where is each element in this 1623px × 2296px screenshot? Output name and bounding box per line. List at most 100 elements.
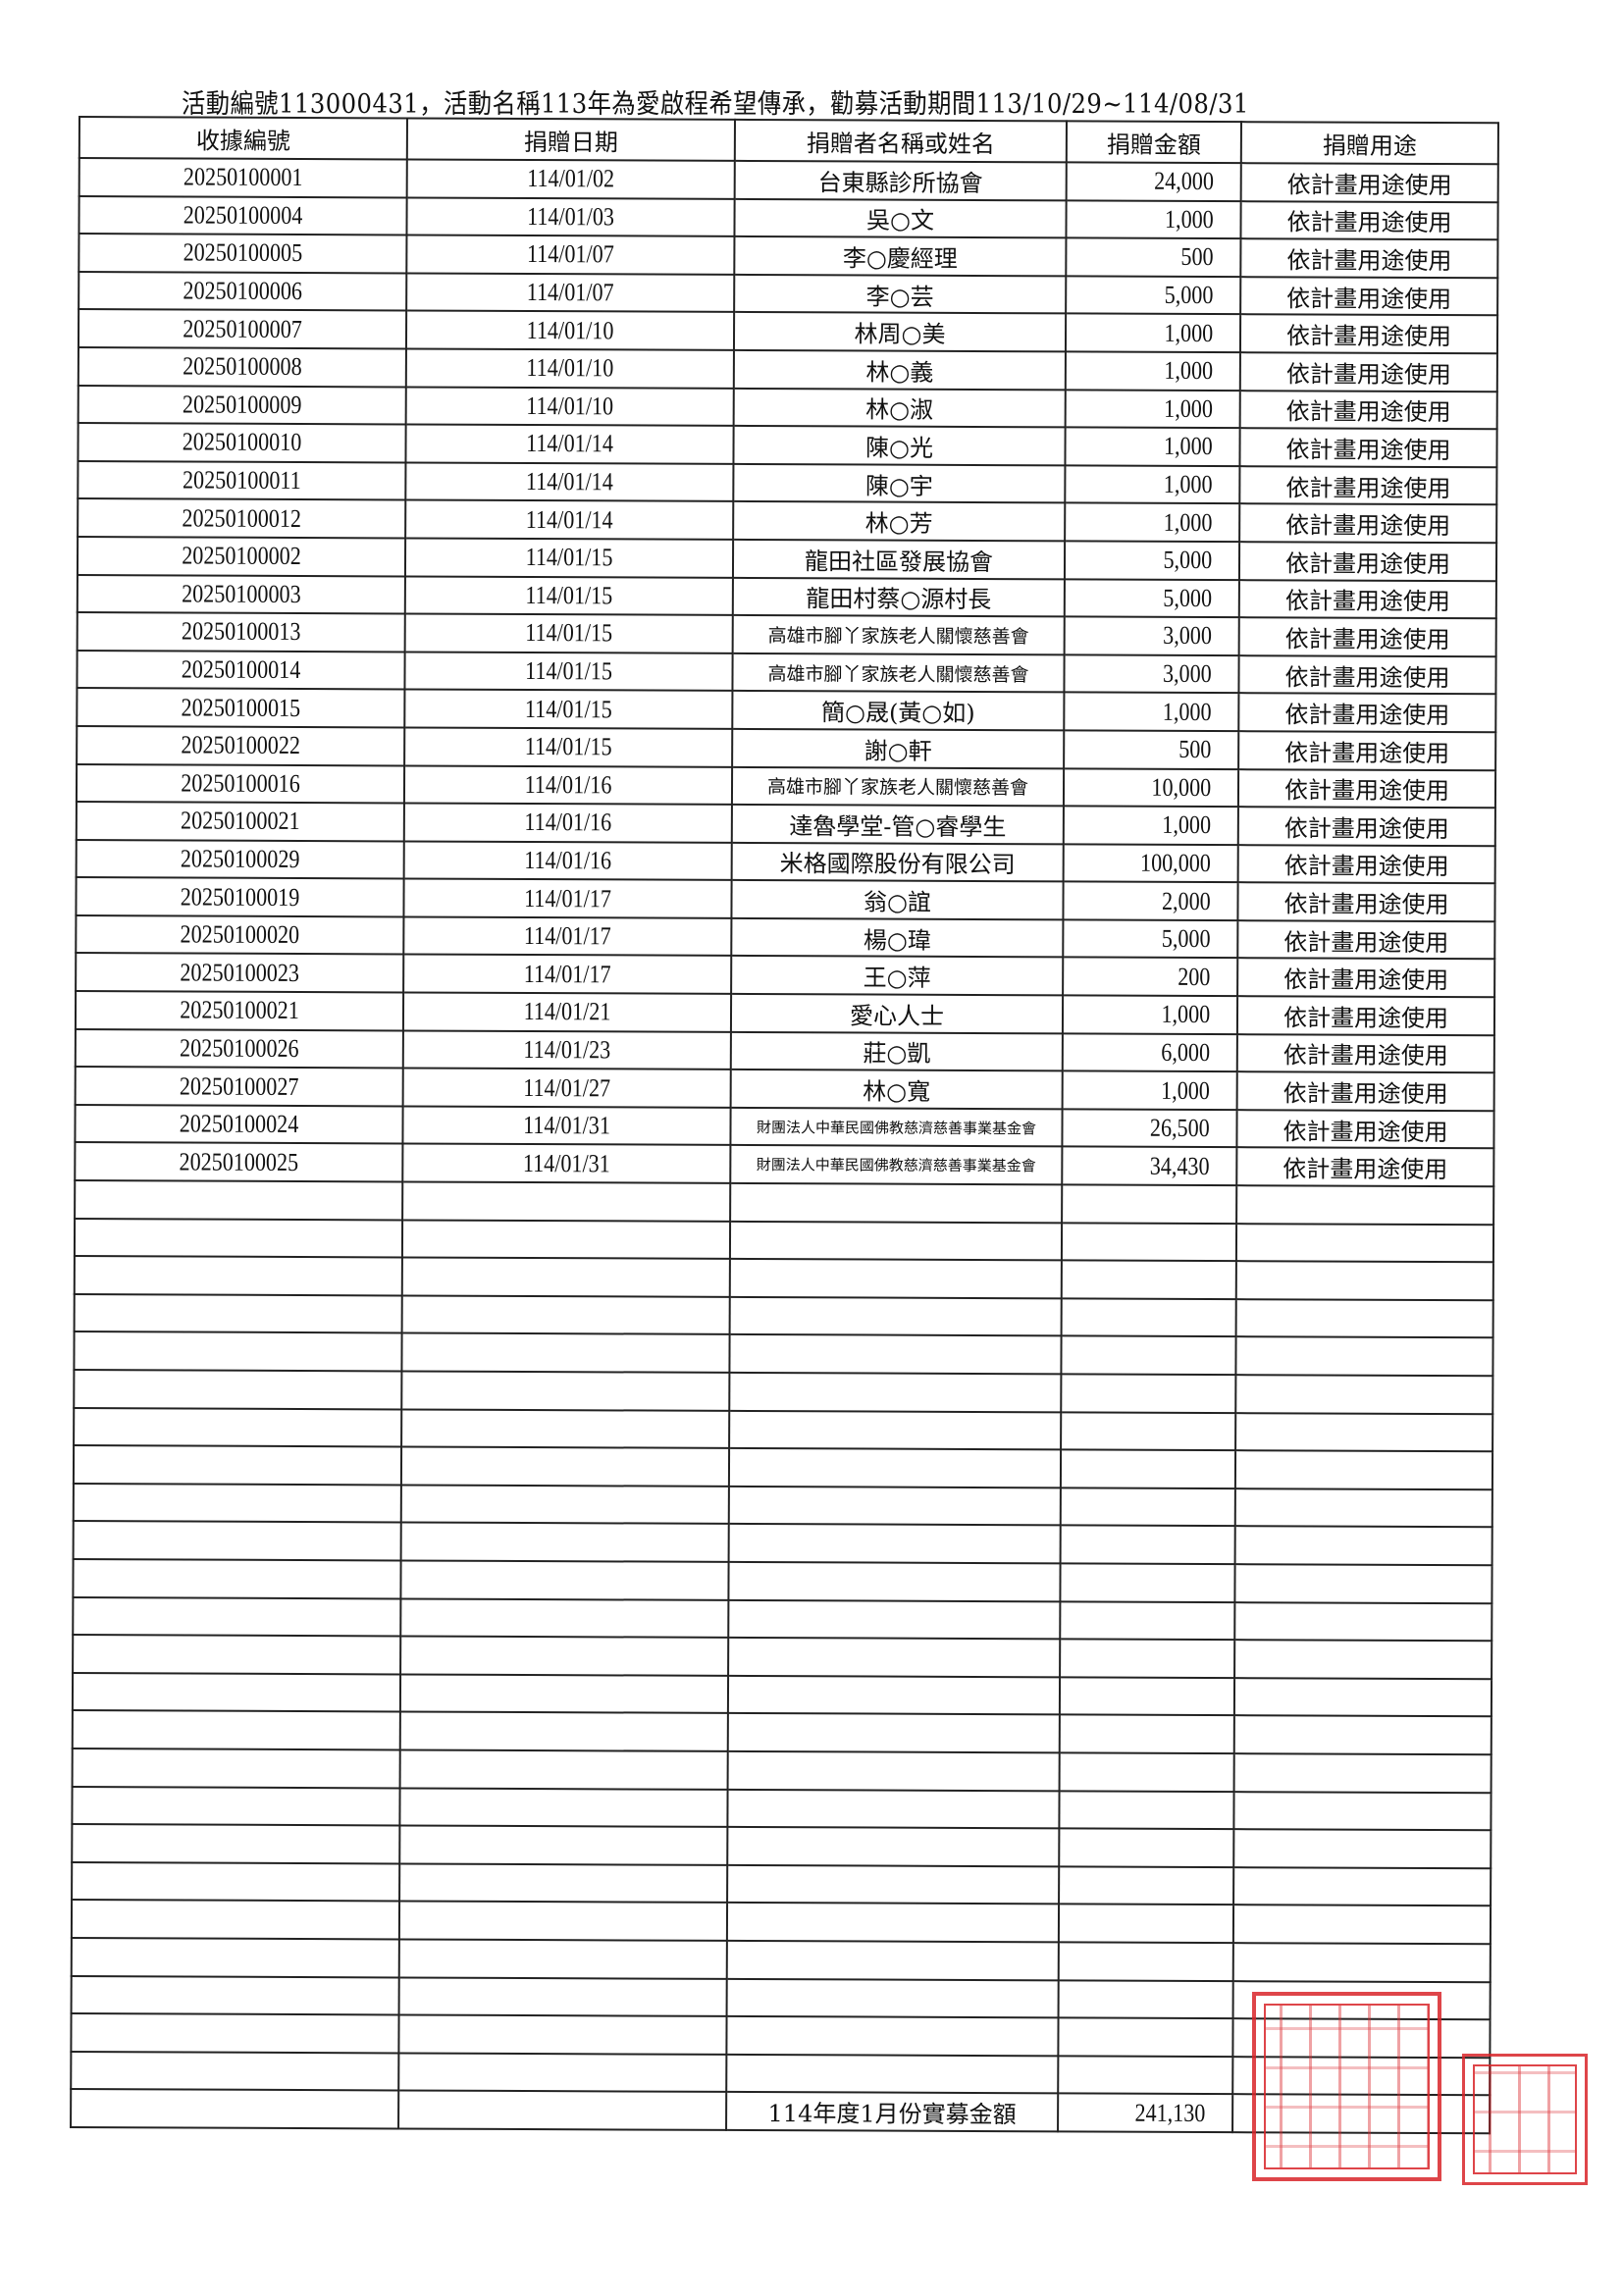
cell-date: 114/01/10 (430, 348, 709, 389)
cell-amount: 1,000 (1077, 465, 1228, 504)
cell-donor: 吳○文 (734, 198, 1067, 238)
cell-purpose: 依計畫用途使用 (1236, 996, 1495, 1035)
cell-donor: 林○義 (733, 349, 1066, 390)
table-row: 20250100019 114/01/17 翁○誼 2,000 依計畫用途使用 (76, 877, 1495, 922)
cell-date: 114/01/27 (427, 1068, 707, 1108)
cell-receipt-no: 20250100007 (103, 309, 383, 349)
empty-row (72, 1786, 1492, 1831)
cell-purpose: 依計畫用途使用 (1237, 920, 1495, 960)
cell-purpose: 依計畫用途使用 (1238, 654, 1496, 695)
cell-purpose: 依計畫用途使用 (1237, 807, 1495, 846)
empty-cell (726, 1903, 1060, 1943)
cell-date: 114/01/07 (431, 235, 710, 275)
cell-amount: 1,000 (1077, 502, 1227, 543)
empty-cell (74, 1256, 402, 1296)
empty-cell (1233, 1715, 1492, 1755)
empty-cell (75, 1180, 403, 1221)
empty-cell (1059, 1866, 1234, 1905)
cell-receipt-no: 20250100015 (101, 688, 381, 728)
header-row: 收據編號 捐贈日期 捐贈者名稱或姓名 捐贈金額 捐贈用途 (79, 117, 1498, 165)
cell-donor: 林○寬 (730, 1070, 1063, 1110)
table-row: 20250100003 114/01/15 龍田村蔡○源村長 5,000 依計畫用途使用 (78, 574, 1496, 619)
empty-row (73, 1596, 1492, 1642)
empty-cell (74, 1407, 402, 1447)
empty-cell (1061, 1260, 1236, 1299)
empty-cell (402, 1181, 731, 1222)
cell-date: 114/01/14 (430, 499, 709, 540)
cell-date: 114/01/10 (430, 387, 709, 426)
empty-row (73, 1635, 1492, 1680)
empty-cell (727, 1750, 1060, 1791)
cell-amount: 5,000 (1075, 919, 1226, 959)
cell-receipt-no: 20250100004 (103, 195, 383, 235)
cell-purpose: 依計畫用途使用 (1237, 958, 1495, 998)
empty-cell (401, 1332, 730, 1373)
empty-cell (398, 2090, 727, 2130)
cell-donor: 高雄市腳丫家族老人關懷慈善會 (731, 766, 1065, 807)
cell-amount: 1,000 (1075, 995, 1225, 1034)
empty-cell (1058, 1904, 1234, 1944)
cell-purpose: 依計畫用途使用 (1240, 200, 1498, 240)
empty-cell (74, 1331, 402, 1372)
cell-donor: 林○淑 (733, 388, 1066, 428)
header-donor: 捐贈者名稱或姓名 (734, 119, 1067, 163)
cell-donor: 陳○光 (733, 426, 1066, 466)
cell-donor: 龍田村蔡○源村長 (732, 577, 1065, 617)
empty-cell (1058, 2056, 1233, 2095)
empty-cell (71, 2013, 399, 2054)
cell-receipt-no: 20250100013 (101, 612, 381, 652)
empty-cell (73, 1521, 401, 1561)
empty-cell (73, 1445, 402, 1486)
empty-cell (399, 1863, 728, 1904)
cell-amount: 1,000 (1078, 313, 1228, 353)
cell-purpose: 依計畫用途使用 (1237, 844, 1495, 884)
table-row: 20250100021 114/01/21 愛心人士 1,000 依計畫用途使用 (76, 991, 1495, 1035)
empty-cell (399, 1825, 728, 1865)
cell-amount: 26,500 (1074, 1109, 1225, 1148)
empty-cell (1232, 1905, 1492, 1945)
empty-row (72, 1748, 1492, 1793)
cell-purpose: 依計畫用途使用 (1238, 542, 1497, 581)
empty-cell (74, 1369, 402, 1410)
cell-receipt-no: 20250100027 (99, 1067, 379, 1107)
cell-receipt-no: 20250100024 (99, 1104, 379, 1144)
empty-cell (1060, 1525, 1235, 1565)
empty-cell (72, 1786, 400, 1826)
cell-amount: 34,430 (1074, 1146, 1225, 1186)
empty-cell (1235, 1375, 1493, 1414)
empty-cell (399, 1787, 728, 1828)
empty-cell (727, 1827, 1060, 1867)
cell-date: 114/01/16 (428, 803, 707, 843)
empty-cell (729, 1410, 1062, 1450)
table-row: 20250100020 114/01/17 楊○瑋 5,000 依計畫用途使用 (76, 914, 1495, 960)
cell-receipt-no: 20250100025 (99, 1142, 379, 1182)
empty-cell (1235, 1412, 1493, 1452)
empty-cell (73, 1483, 401, 1523)
cell-date: 114/01/14 (430, 424, 709, 464)
cell-receipt-no: 20250100020 (100, 914, 380, 955)
cell-donor: 簡○晟(黃○如) (732, 691, 1065, 731)
cell-amount: 5,000 (1077, 541, 1227, 580)
cell-purpose: 依計畫用途使用 (1236, 1071, 1494, 1112)
table-row: 20250100011 114/01/14 陳○宇 1,000 依計畫用途使用 (78, 460, 1497, 505)
cell-donor: 李○慶經理 (734, 236, 1067, 277)
cell-purpose: 依計畫用途使用 (1239, 465, 1497, 505)
empty-cell (398, 2014, 727, 2055)
empty-cell (72, 1861, 400, 1902)
table-row: 20250100023 114/01/17 王○萍 200 依計畫用途使用 (76, 953, 1495, 998)
empty-cell (1235, 1298, 1493, 1338)
cell-purpose: 依計畫用途使用 (1236, 1033, 1494, 1073)
cell-purpose: 依計畫用途使用 (1238, 579, 1496, 619)
empty-cell (1059, 1790, 1234, 1830)
empty-cell (1234, 1640, 1492, 1680)
cell-purpose: 依計畫用途使用 (1239, 314, 1498, 354)
empty-cell (729, 1334, 1062, 1375)
empty-cell (728, 1561, 1061, 1601)
cell-date: 114/01/15 (429, 727, 708, 767)
cell-amount: 2,000 (1075, 881, 1226, 920)
empty-cell (1233, 1677, 1492, 1717)
table-row: 20250100022 114/01/15 謝○軒 500 依計畫用途使用 (77, 726, 1496, 770)
empty-cell (401, 1371, 730, 1411)
empty-cell (1234, 1450, 1493, 1490)
empty-cell (1234, 1564, 1492, 1603)
